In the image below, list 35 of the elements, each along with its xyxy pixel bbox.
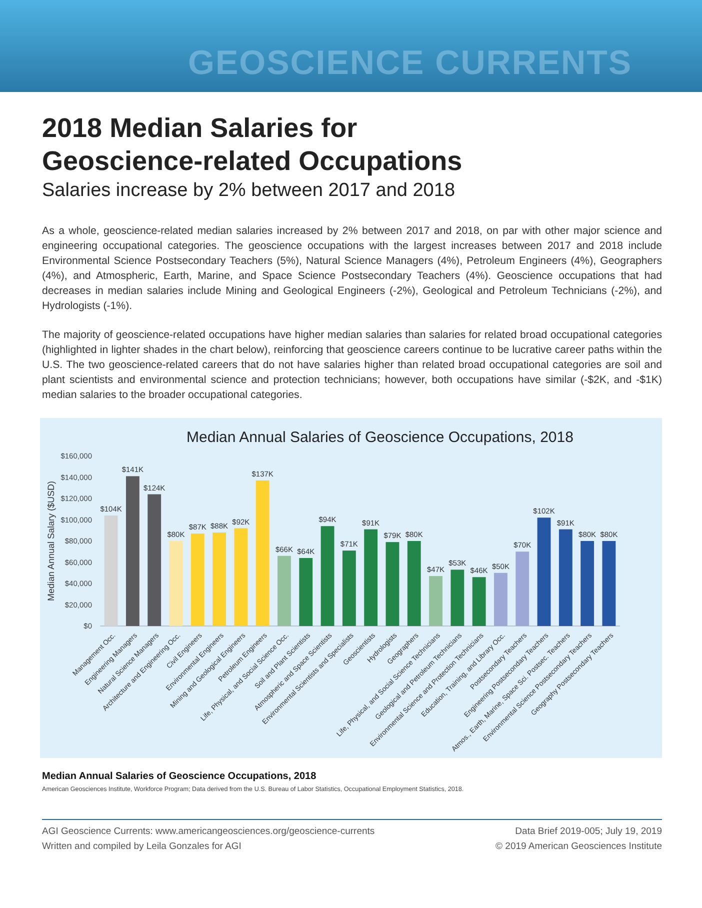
text: Written and compiled by Leila Gonzales for AGI — [42, 841, 242, 852]
bar — [256, 480, 270, 626]
bar — [494, 572, 508, 626]
bar — [148, 494, 162, 626]
bar — [320, 526, 334, 626]
text: Salaries increase by 2% between 2017 and 2018 — [42, 180, 456, 202]
bar — [234, 528, 248, 626]
y-axis-title: Median Annual Salary ($USD) — [46, 480, 56, 602]
bar — [472, 577, 486, 626]
bar — [558, 529, 572, 626]
text: The majority of geoscience-related occupations have higher median salaries than salaries for related broad occupational categories (highlighted in lighter shades in the chart below), reinforcing that geoscience careers continue to be lucrative career paths within the U.S. The two geoscience-related careers that do not have salaries higher than related broad occupational categories are soil and plant scientists and environmental science and protection technicians; however, both occupations have similar (-$2K, and -$1K) median salaries to the broader occupational categories. — [42, 328, 662, 403]
bar — [407, 541, 421, 626]
bar — [516, 552, 530, 626]
bar — [169, 541, 183, 626]
bar — [104, 516, 118, 626]
bar — [386, 542, 400, 626]
text: As a whole, geoscience-related median salaries increased by 2% between 2017 and 2018, on par with other major science and engineering occupational categories. The geoscience occupations with the largest increases between 2017 and 2018 include Environmental Science Postsecondary Teachers (5%), Natural Science Managers (4%), Petroleum Engineers (4%), Geographers (4%), and Atmospheric, Earth, Marine, and Space Science Postsecondary Teachers (4%). Geoscience occupations that had decreases in median salaries include Mining and Geological Engineers (-2%), Geological and Petroleum Technicians (-2%), and Hydrologists (-1%). — [42, 224, 662, 314]
bar — [299, 558, 313, 626]
text: AGI Geoscience Currents: www.americangeosciences.org/geoscience-currents — [42, 826, 376, 837]
text: Median Annual Salaries of Geoscience Occupations, 2018 — [42, 771, 318, 782]
bar — [364, 529, 378, 626]
text: © 2019 American Geosciences Institute — [494, 841, 662, 852]
bar — [429, 576, 442, 626]
bar — [450, 570, 464, 626]
bar — [212, 532, 226, 626]
bar — [602, 541, 616, 626]
bar — [580, 541, 594, 626]
bar — [537, 518, 551, 626]
bar — [190, 534, 204, 626]
bar — [278, 556, 291, 626]
text: 2018 Median Salaries for Geoscience-related Occupations — [42, 112, 464, 178]
text: Data Brief 2019-005; July 19, 2019 — [514, 826, 662, 837]
chart-title: Median Annual Salaries of Geoscience Occupations, 2018 — [186, 429, 574, 446]
bar — [126, 476, 140, 626]
bar — [342, 550, 356, 626]
